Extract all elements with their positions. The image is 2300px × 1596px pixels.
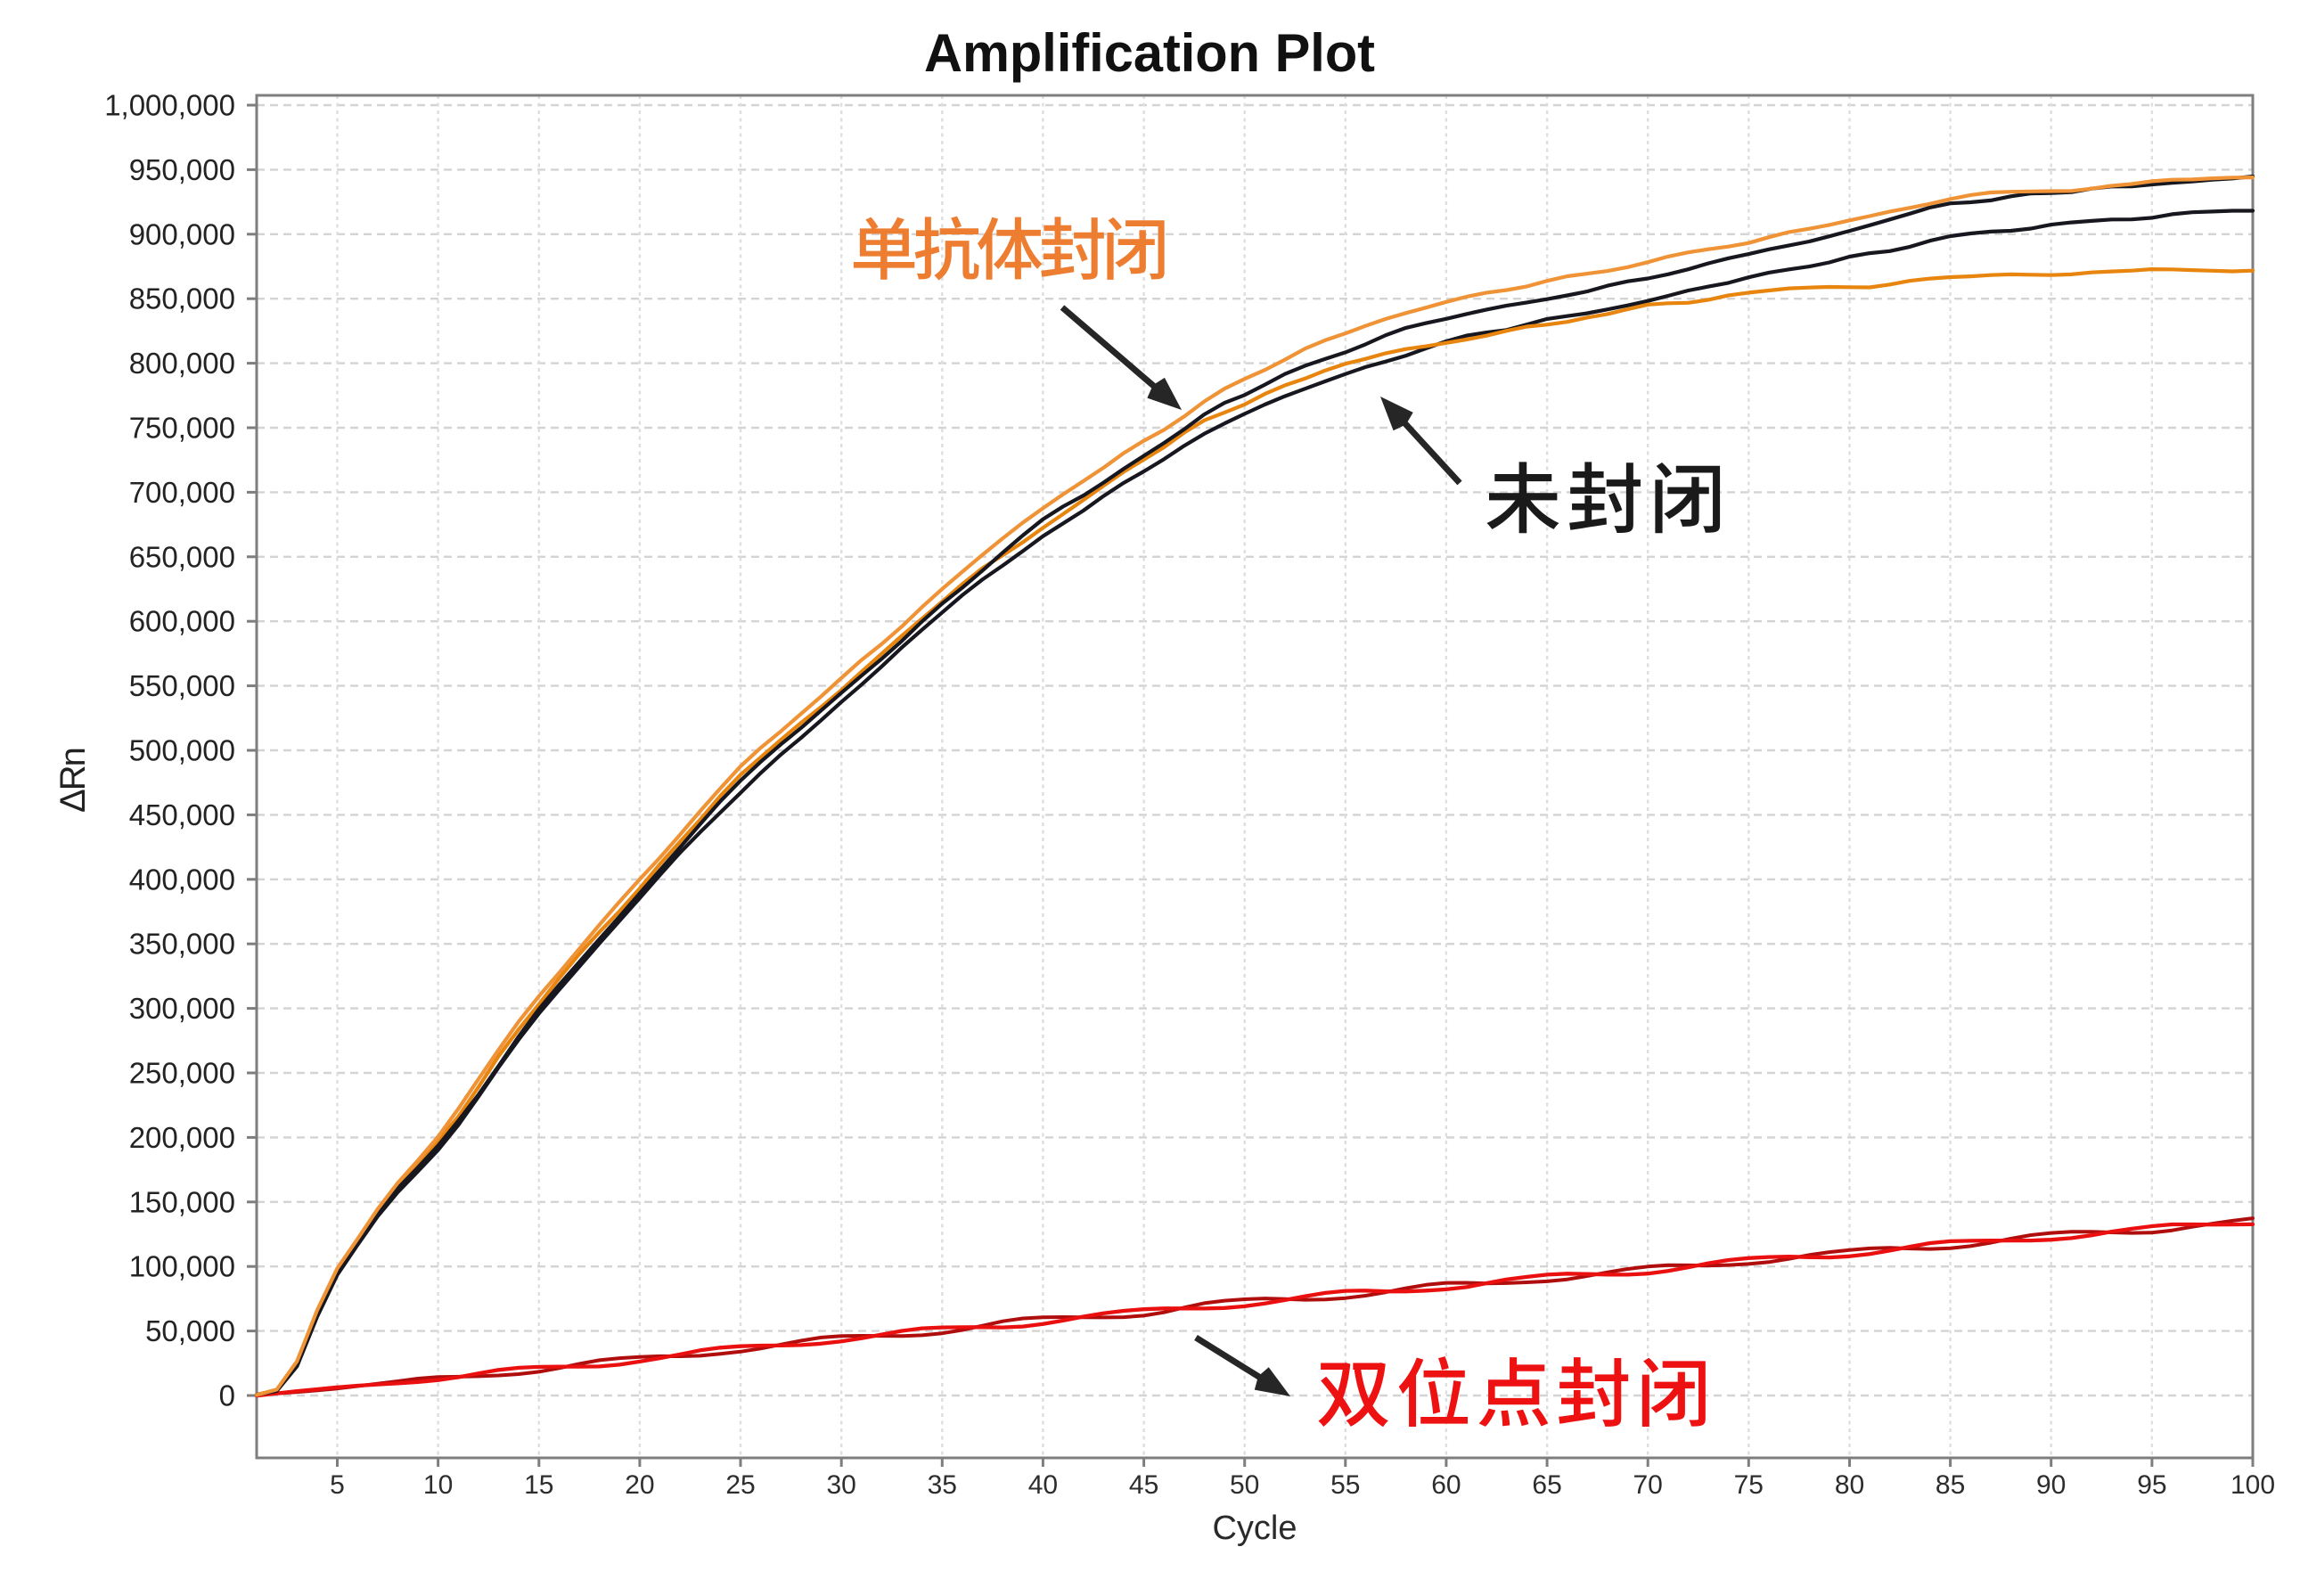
svg-text:550,000: 550,000 xyxy=(129,669,235,702)
svg-text:650,000: 650,000 xyxy=(129,540,235,573)
svg-text:25: 25 xyxy=(725,1470,755,1500)
svg-text:50: 50 xyxy=(1230,1470,1259,1500)
svg-text:400,000: 400,000 xyxy=(129,863,235,896)
svg-text:75: 75 xyxy=(1734,1470,1764,1500)
svg-text:850,000: 850,000 xyxy=(129,282,235,315)
svg-text:10: 10 xyxy=(423,1470,453,1500)
svg-text:450,000: 450,000 xyxy=(129,798,235,831)
svg-text:1,000,000: 1,000,000 xyxy=(104,89,235,122)
svg-text:0: 0 xyxy=(219,1379,235,1412)
svg-text:65: 65 xyxy=(1532,1470,1561,1500)
svg-text:60: 60 xyxy=(1431,1470,1461,1500)
svg-text:300,000: 300,000 xyxy=(129,992,235,1025)
svg-text:5: 5 xyxy=(330,1470,345,1500)
svg-text:250,000: 250,000 xyxy=(129,1057,235,1090)
svg-text:30: 30 xyxy=(827,1470,856,1500)
svg-text:50,000: 50,000 xyxy=(145,1314,235,1347)
svg-text:Cycle: Cycle xyxy=(1212,1510,1297,1547)
svg-text:950,000: 950,000 xyxy=(129,153,235,186)
svg-text:55: 55 xyxy=(1330,1470,1360,1500)
svg-text:35: 35 xyxy=(928,1470,957,1500)
svg-text:200,000: 200,000 xyxy=(129,1121,235,1154)
svg-text:350,000: 350,000 xyxy=(129,928,235,961)
svg-text:85: 85 xyxy=(1936,1470,1965,1500)
svg-text:100,000: 100,000 xyxy=(129,1250,235,1283)
svg-text:90: 90 xyxy=(2036,1470,2066,1500)
svg-text:150,000: 150,000 xyxy=(129,1185,235,1218)
svg-text:900,000: 900,000 xyxy=(129,217,235,250)
svg-text:45: 45 xyxy=(1129,1470,1158,1500)
svg-text:95: 95 xyxy=(2137,1470,2166,1500)
svg-text:700,000: 700,000 xyxy=(129,476,235,509)
svg-text:ΔRn: ΔRn xyxy=(53,749,93,813)
svg-text:600,000: 600,000 xyxy=(129,605,235,638)
svg-text:70: 70 xyxy=(1633,1470,1663,1500)
svg-text:100: 100 xyxy=(2230,1470,2275,1500)
svg-text:80: 80 xyxy=(1835,1470,1864,1500)
svg-text:Amplification Plot: Amplification Plot xyxy=(924,23,1375,83)
svg-text:800,000: 800,000 xyxy=(129,347,235,380)
svg-text:500,000: 500,000 xyxy=(129,734,235,767)
svg-text:750,000: 750,000 xyxy=(129,412,235,445)
svg-text:15: 15 xyxy=(524,1470,553,1500)
svg-text:20: 20 xyxy=(625,1470,654,1500)
svg-text:40: 40 xyxy=(1028,1470,1058,1500)
